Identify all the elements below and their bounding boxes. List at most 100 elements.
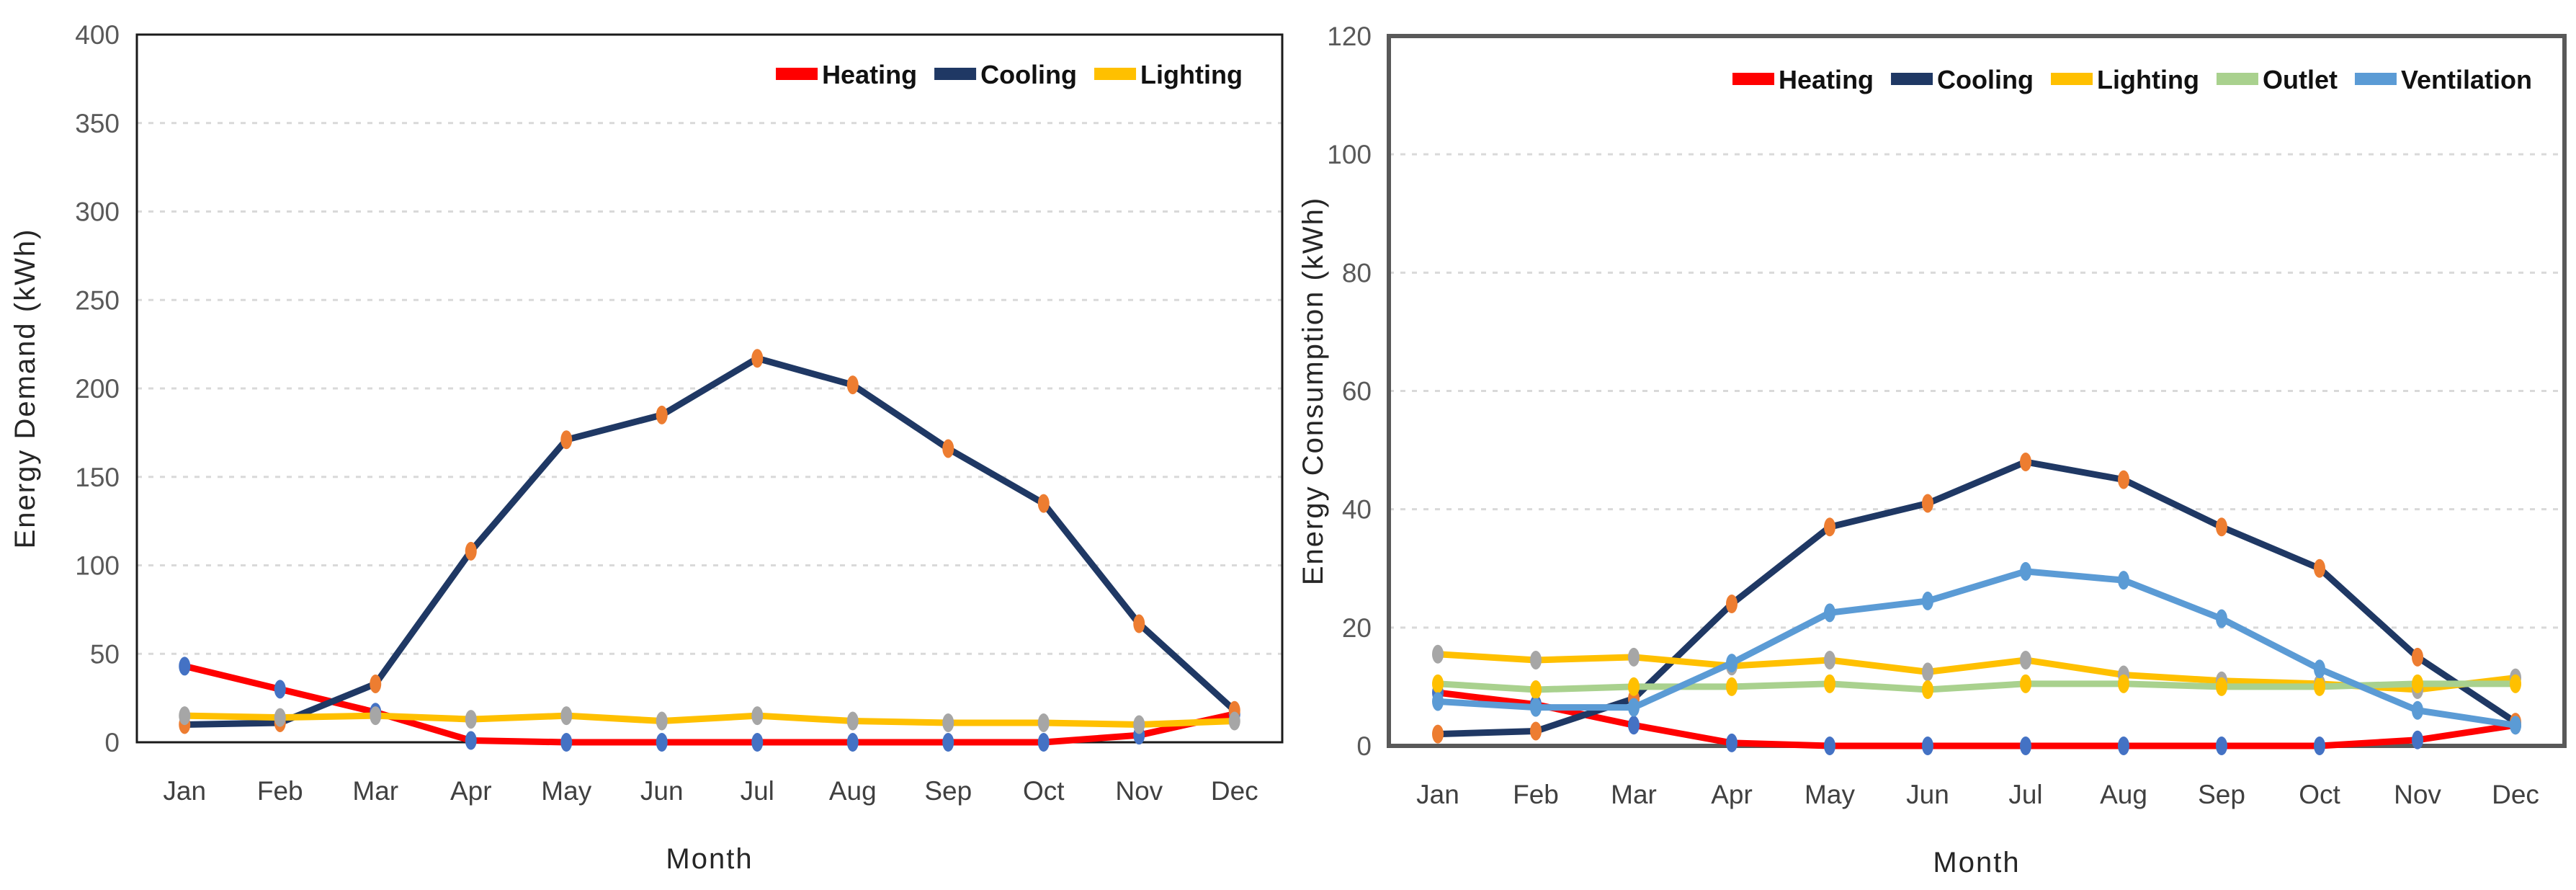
x-tick-label: Aug — [2100, 780, 2147, 809]
series-line — [181, 662, 1238, 746]
data-point-marker — [2510, 674, 2521, 693]
data-point-marker — [465, 541, 477, 561]
y-axis-title: Energy Demand (kWh) — [9, 228, 41, 549]
data-point-marker — [2216, 609, 2227, 628]
y-tick-label: 350 — [75, 109, 120, 138]
y-tick-label: 120 — [1327, 22, 1372, 51]
data-point-marker — [2020, 737, 2031, 755]
data-point-marker — [2412, 647, 2423, 667]
data-point-marker — [2216, 677, 2227, 696]
data-point-marker — [846, 711, 859, 731]
x-tick-label: Feb — [257, 776, 303, 806]
x-tick-label: Nov — [1115, 776, 1163, 806]
legend-label: Outlet — [2263, 65, 2338, 94]
y-tick-label: 40 — [1342, 495, 1372, 525]
x-axis-title: Month — [1933, 847, 2020, 878]
x-tick-label: Dec — [2492, 780, 2539, 809]
legend-swatch — [776, 68, 818, 80]
y-axis-ticks: 0 50 100 150 200 250 300 350 400 — [75, 20, 120, 757]
legend-item-cooling: Cooling — [934, 60, 1077, 89]
data-point-marker — [656, 733, 668, 752]
series-cooling — [1432, 453, 2521, 744]
data-point-marker — [465, 710, 477, 729]
data-point-marker — [274, 708, 286, 727]
data-point-marker — [1824, 517, 1835, 537]
energy-consumption-plot: 0 20 40 60 80 100 120 Jan Feb Mar Apr May Jun Jul Aug S… — [1288, 0, 2576, 890]
legend-label: Ventilation — [2401, 65, 2532, 94]
legend-item-lighting: Lighting — [2051, 65, 2199, 94]
y-tick-label: 0 — [104, 728, 120, 757]
data-point-marker — [560, 706, 573, 726]
data-point-marker — [2216, 517, 2227, 537]
x-tick-label: Mar — [1611, 780, 1657, 809]
data-point-marker — [1824, 737, 1835, 755]
x-tick-label: Oct — [1023, 776, 1065, 806]
legend: Heating Cooling Lighting Outlet Ventilation — [1732, 65, 2532, 94]
data-point-marker — [1726, 677, 1738, 696]
data-point-marker — [751, 733, 764, 752]
series-line — [181, 712, 1238, 728]
y-tick-label: 150 — [75, 463, 120, 492]
data-point-marker — [370, 706, 382, 726]
data-point-marker — [1133, 715, 1145, 734]
chart-background — [0, 0, 1288, 890]
data-point-marker — [1530, 650, 1542, 669]
data-point-marker — [751, 706, 764, 726]
data-point-marker — [2510, 716, 2521, 735]
legend-item-outlet: Outlet — [2216, 65, 2338, 94]
chart-background — [1288, 0, 2576, 890]
x-tick-label: Dec — [1211, 776, 1258, 806]
data-point-marker — [2118, 674, 2129, 693]
y-tick-label: 80 — [1342, 258, 1372, 288]
data-point-marker — [1824, 650, 1835, 669]
legend: Heating Cooling Lighting — [776, 60, 1243, 89]
x-tick-label: Jul — [741, 776, 774, 806]
legend-label: Cooling — [980, 60, 1077, 89]
data-point-marker — [1922, 662, 1933, 682]
data-point-marker — [370, 674, 382, 693]
x-tick-label: Jun — [1906, 780, 1949, 809]
energy-demand-chart: 0 50 100 150 200 250 300 350 400 Jan Feb Mar Apr May J… — [0, 0, 1288, 890]
y-tick-label: 250 — [75, 285, 120, 315]
data-point-marker — [560, 430, 573, 450]
data-point-marker — [1726, 733, 1738, 752]
data-point-marker — [1530, 680, 1542, 700]
y-axis-title: Energy Consumption (kWh) — [1297, 197, 1329, 585]
data-point-marker — [465, 731, 477, 750]
data-point-marker — [2314, 559, 2325, 578]
x-tick-label: Mar — [352, 776, 398, 806]
data-point-marker — [1922, 680, 1933, 700]
data-point-marker — [1628, 716, 1640, 735]
data-point-marker — [1228, 711, 1240, 731]
data-point-marker — [1628, 647, 1640, 667]
legend-swatch — [1891, 73, 1933, 85]
data-point-marker — [2118, 470, 2129, 489]
x-tick-label: Jan — [1416, 780, 1459, 809]
data-point-marker — [656, 711, 668, 731]
data-point-marker — [1824, 603, 1835, 623]
data-point-marker — [2020, 674, 2031, 693]
legend-swatch — [2051, 73, 2093, 85]
data-point-marker — [1922, 494, 1933, 513]
series-line — [1434, 458, 2519, 738]
x-tick-label: Sep — [924, 776, 972, 806]
data-point-marker — [1726, 654, 1738, 673]
series-outlet — [1432, 674, 2521, 700]
data-point-marker — [1824, 674, 1835, 693]
data-point-marker — [1628, 677, 1640, 696]
y-tick-label: 100 — [1327, 140, 1372, 169]
x-tick-label: Jul — [2008, 780, 2042, 809]
data-point-marker — [846, 733, 859, 752]
data-point-marker — [560, 733, 573, 752]
x-tick-label: Nov — [2394, 780, 2441, 809]
energy-consumption-chart: 0 20 40 60 80 100 120 Jan Feb Mar Apr May Jun Jul Aug S… — [1288, 0, 2576, 890]
legend-label: Cooling — [1937, 65, 2034, 94]
data-point-marker — [942, 713, 954, 732]
y-tick-label: 50 — [90, 639, 120, 669]
data-point-marker — [1726, 595, 1738, 613]
data-point-marker — [1922, 591, 1933, 610]
data-point-marker — [1922, 737, 1933, 755]
x-tick-label: Jun — [640, 776, 684, 806]
data-point-marker — [2314, 737, 2325, 755]
data-point-marker — [1037, 733, 1050, 752]
